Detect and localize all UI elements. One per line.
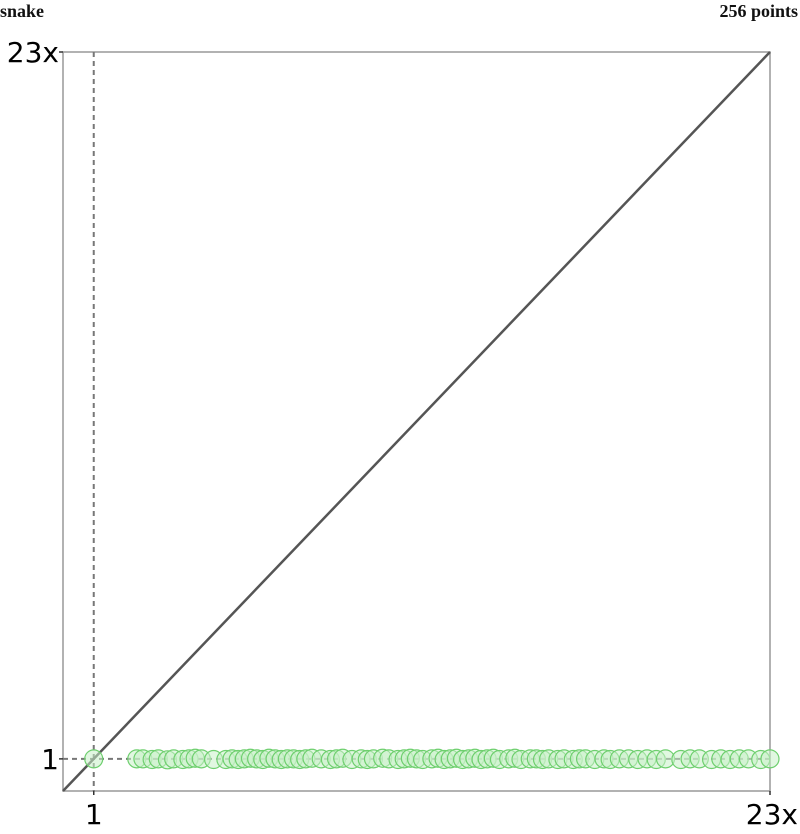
points-layer: [84, 748, 780, 770]
x-tick-label: 1: [85, 798, 103, 831]
x-tick-label: 23x: [746, 798, 798, 831]
data-point: [84, 749, 104, 769]
y-tick-label: 1: [41, 743, 59, 776]
y-tick-label: 23x: [7, 36, 59, 69]
diagonal-line: [62, 51, 771, 792]
plot-frame: [62, 51, 771, 792]
chart-label-left: snake: [0, 1, 45, 21]
chart-label-right: 256 points: [719, 1, 798, 21]
ticks-layer: 1 23x 1 23x: [7, 36, 798, 831]
data-point: [760, 749, 780, 769]
